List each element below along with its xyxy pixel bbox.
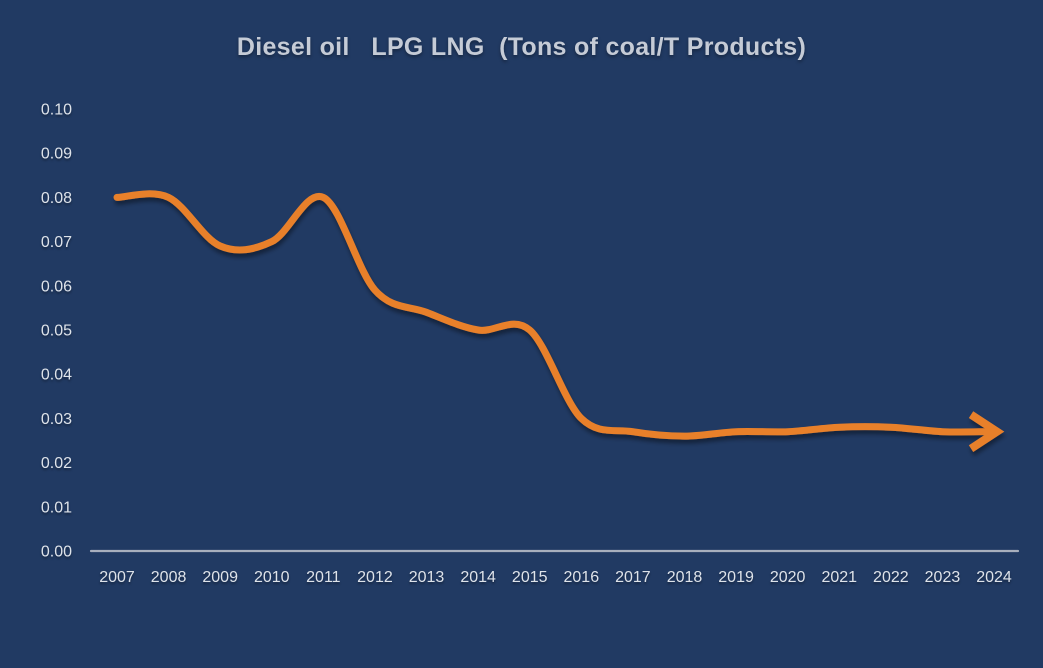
chart-title: Diesel oil LPG LNG (Tons of coal/T Produ…: [236, 33, 807, 61]
x-axis-tick-label: 2011: [306, 569, 341, 586]
y-axis-tick-label: 0.02: [41, 455, 72, 472]
y-axis-tick-label: 0.01: [41, 499, 72, 516]
data-series-line: [113, 190, 992, 440]
x-axis-tick-label: 2008: [151, 569, 187, 586]
arrow-head-icon: [968, 411, 1005, 453]
y-axis-tick-label: 0.04: [41, 367, 72, 384]
data-series-group: [113, 190, 1005, 453]
x-axis-tick-label: 2018: [667, 569, 703, 586]
y-axis-tick-label: 0.00: [41, 544, 72, 561]
x-axis-tick-label: 2020: [770, 569, 806, 586]
x-axis-tick-label: 2021: [821, 569, 857, 586]
x-axis-tick-label: 2007: [99, 569, 135, 586]
x-axis-tick-label: 2024: [976, 569, 1012, 586]
y-axis-tick-label: 0.06: [41, 278, 72, 295]
x-axis-tick-label: 2013: [409, 569, 445, 586]
y-axis-tick-label: 0.05: [41, 323, 72, 340]
x-axis-tick-label: 2009: [202, 569, 238, 586]
x-axis-tick-label: 2023: [925, 569, 961, 586]
y-axis-tick-label: 0.09: [41, 146, 72, 163]
x-axis-tick-label: 2014: [460, 569, 496, 586]
x-axis-tick-label: 2017: [615, 569, 651, 586]
x-axis-tick-label: 2016: [564, 569, 600, 586]
x-axis-tick-label: 2010: [254, 569, 290, 586]
x-axis-tick-label: 2012: [357, 569, 393, 586]
y-axis-tick-label: 0.07: [41, 234, 72, 251]
x-axis-tick-label: 2015: [512, 569, 548, 586]
x-axis-tick-label: 2022: [873, 569, 909, 586]
y-axis-tick-label: 0.03: [41, 411, 72, 428]
y-axis-tick-label: 0.08: [41, 190, 72, 207]
x-axis-tick-label: 2019: [718, 569, 754, 586]
y-axis-tick-label: 0.10: [41, 102, 72, 119]
